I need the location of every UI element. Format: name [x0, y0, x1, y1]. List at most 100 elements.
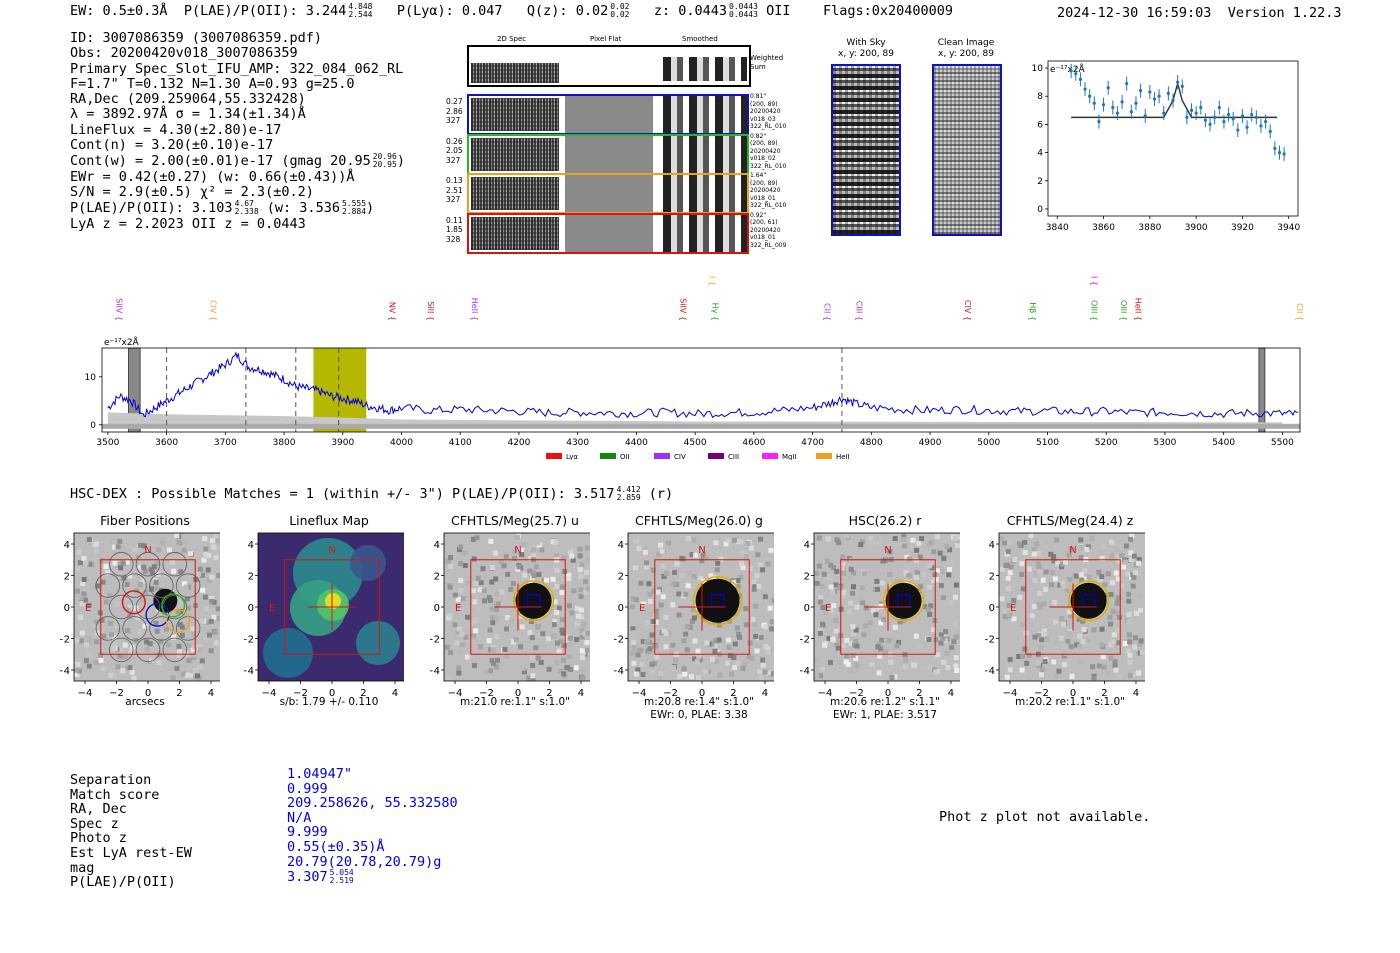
stamp-noise — [131, 675, 137, 681]
stamp-noise — [1031, 604, 1037, 610]
stamp-noise — [488, 538, 494, 544]
zoom-ylabel: e⁻¹⁷x2Å — [1050, 63, 1086, 75]
cutout-stat: 2.51 — [446, 185, 463, 195]
stamp-noise — [1126, 612, 1132, 618]
zoom-xtick-label: 3940 — [1277, 223, 1300, 232]
stamp-noise — [129, 669, 135, 675]
stamp-noise — [1062, 559, 1068, 565]
cutout-meta-line: 322_RL_010 — [750, 123, 787, 131]
stamp-noise — [1114, 610, 1120, 616]
stamp-noise — [510, 639, 516, 645]
zoom-ytick-label: 8 — [1037, 92, 1043, 102]
stamp-noise — [556, 605, 562, 611]
stamp-noise — [817, 628, 823, 634]
stamp-noise — [1006, 585, 1012, 591]
stamp-noise — [530, 655, 536, 661]
fiber-highlight — [121, 590, 146, 615]
stamp-noise — [566, 603, 572, 609]
stamp-noise — [846, 609, 852, 615]
stamp-noise — [117, 538, 123, 544]
stamp-noise — [722, 555, 728, 561]
stamp-noise — [684, 647, 690, 653]
stamp-noise — [837, 585, 843, 591]
stamp-noise — [520, 665, 526, 671]
stamp-noise — [927, 612, 933, 618]
stamp-noise — [93, 541, 99, 547]
stamp-noise — [1119, 553, 1125, 559]
stamp-xtick-label: 2 — [176, 688, 182, 699]
stamp-noise — [148, 566, 154, 572]
stamp-noise — [140, 578, 146, 584]
weighted-sum-panel — [467, 45, 751, 87]
stamp-noise — [74, 671, 80, 677]
stamp-noise — [475, 575, 481, 581]
stamp-noise — [670, 642, 676, 648]
stamp-noise — [1110, 608, 1116, 614]
stamp-noise — [448, 650, 454, 656]
cutout-stat: 327 — [446, 116, 461, 125]
stamp-noise — [938, 632, 944, 638]
stamp-noise — [462, 550, 468, 556]
stamp-noise — [818, 595, 824, 601]
zoom-data-point — [1143, 114, 1147, 118]
stamp-noise — [834, 640, 840, 646]
stamp-xtick-label: 4 — [1133, 688, 1139, 699]
masked-band — [1258, 347, 1266, 433]
stamp-noise — [1128, 557, 1134, 563]
stamp-noise — [188, 551, 194, 557]
stamp-noise — [946, 633, 952, 639]
stamp-noise — [137, 629, 143, 635]
stamp-noise — [503, 653, 509, 659]
stamp-noise — [903, 570, 909, 576]
stamp-noise — [896, 639, 902, 645]
header-qz: Q(z): 0.02 — [526, 3, 609, 19]
stamp-noise — [1066, 660, 1072, 666]
stamp-noise — [1126, 618, 1132, 624]
search-box — [284, 559, 380, 655]
cutout-stat: 0.11 — [446, 215, 463, 225]
stamp-noise — [1006, 539, 1012, 545]
stamp-noise — [1081, 626, 1087, 632]
stamp-noise — [1123, 543, 1129, 549]
stamp-noise — [829, 589, 835, 595]
stamp-noise — [503, 554, 509, 560]
zoom-data-point — [1254, 115, 1258, 119]
stamp-noise — [732, 641, 738, 647]
stamp-noise — [453, 652, 459, 658]
stamp-noise — [474, 535, 480, 541]
stamp-noise — [138, 542, 144, 548]
stamp-noise — [564, 634, 570, 640]
stamp-noise — [488, 668, 494, 674]
stamp-noise — [1119, 583, 1125, 589]
cutout-row — [467, 173, 749, 214]
header-plae: P(LAE)/P(OII): 3.244 — [183, 3, 347, 19]
cutout-row — [467, 212, 749, 254]
stamp-noise — [1099, 642, 1105, 648]
stamp-noise — [215, 615, 220, 621]
stamp-noise — [1032, 634, 1038, 640]
cutout-meta-line: 322_RL_010 — [750, 162, 787, 170]
zoom-data-point — [1231, 117, 1235, 121]
stamp-noise — [696, 675, 702, 681]
stamp-noise — [1066, 609, 1072, 615]
stamp-noise — [1064, 587, 1070, 593]
match-label: Match score — [70, 786, 160, 803]
legend-label: Lyα — [566, 453, 578, 460]
stamp-noise — [121, 575, 127, 581]
stamp-noise — [579, 614, 585, 620]
stamp-noise — [859, 585, 865, 591]
stamp-noise — [938, 566, 944, 572]
stamp-noise — [822, 610, 828, 616]
fiber-circle — [149, 573, 174, 598]
cutout-meta-line: (200, 89) — [750, 179, 778, 187]
stamp-noise — [892, 536, 898, 542]
stamp-noise — [1004, 674, 1010, 680]
stamp-noise — [743, 622, 749, 628]
stamp-noise — [120, 668, 126, 674]
full-xtick-label: 3800 — [273, 438, 296, 448]
stamp-noise — [174, 533, 180, 539]
stamp-ytick-label: 0 — [434, 603, 440, 614]
stamp-noise — [819, 583, 825, 589]
zoom-xtick-label: 3840 — [1046, 223, 1069, 232]
stamp-noise — [458, 544, 464, 550]
